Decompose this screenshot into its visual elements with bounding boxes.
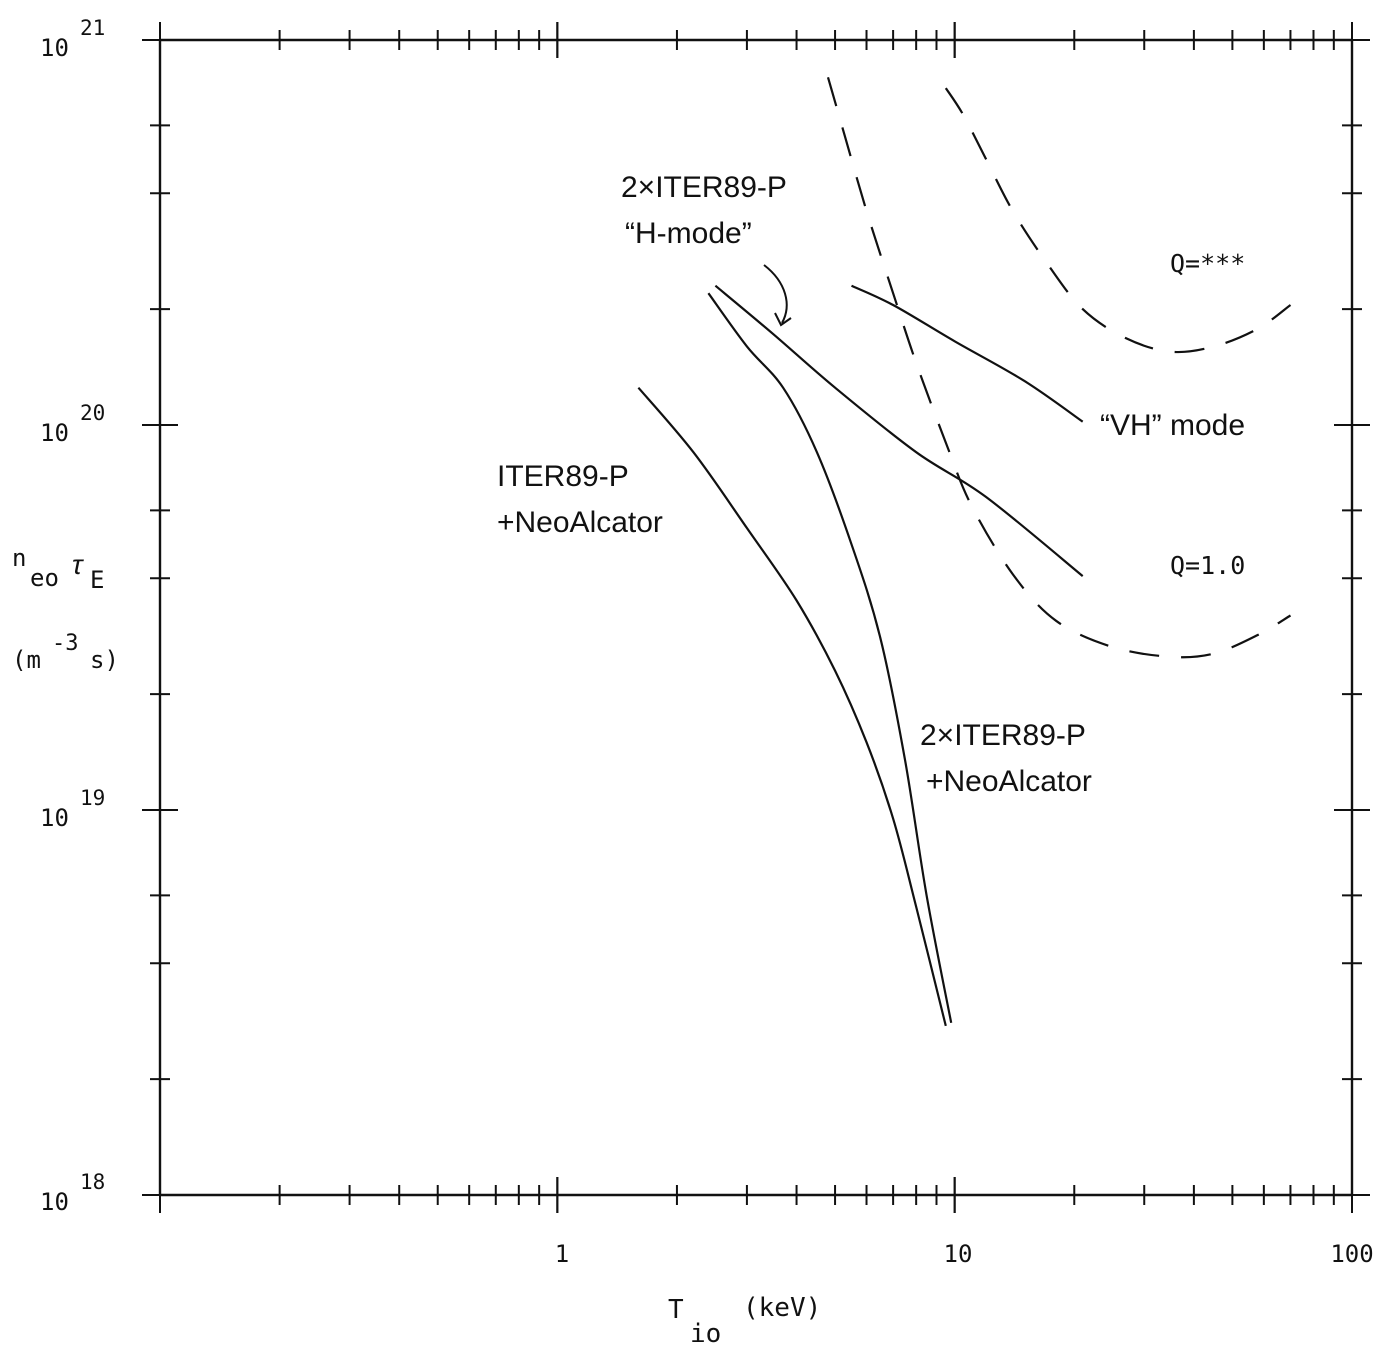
x-axis-label-main: T	[668, 1295, 684, 1325]
series-line-vh-mode	[851, 284, 1084, 423]
y-tick-mantissa: 10	[40, 1188, 69, 1216]
series-lines	[637, 76, 1292, 1027]
series-line-q-1	[826, 76, 1292, 659]
y-tick-label-1e21: 10 21	[40, 16, 105, 62]
annotation-2x-iter89-hmode: 2×ITER89-P “H-mode”	[621, 171, 787, 250]
annotation-vh-mode: “VH” mode	[1100, 409, 1245, 442]
x-tick-label-10: 10	[944, 1240, 973, 1268]
y-axis-label-close: s)	[90, 646, 119, 674]
y-tick-exponent: 21	[80, 16, 105, 40]
x-tick-label-100: 100	[1330, 1240, 1373, 1268]
y-axis-label-tau: τ	[72, 549, 84, 580]
y-axis-label: n eo τ E (m -3 s)	[12, 544, 119, 674]
y-axis-label-tau-sub: E	[90, 566, 104, 594]
annotation-iter89-line1: ITER89-P	[497, 460, 629, 493]
x-axis-label-unit: (keV)	[743, 1293, 821, 1323]
annotation-q-stars: Q=***	[1170, 249, 1245, 278]
series-line-iter89-neoalcator	[637, 386, 947, 1027]
y-axis-label-n-sub: eo	[30, 564, 59, 592]
y-axis-label-sup: -3	[52, 631, 79, 656]
series-line-2x-iter89-neoalcator	[707, 292, 953, 1024]
y-tick-label-1e20: 10 20	[40, 401, 105, 447]
annotation-arrowhead	[774, 312, 792, 327]
x-tick-label-1: 1	[555, 1240, 569, 1268]
y-axis-label-open: (m	[12, 646, 41, 674]
x-axis-label: T io (keV)	[668, 1293, 821, 1349]
series-line-q-stars	[944, 87, 1292, 354]
y-tick-mantissa: 10	[40, 419, 69, 447]
annotation-2x-neo-line2: +NeoAlcator	[926, 765, 1092, 798]
y-tick-exponent: 19	[80, 786, 105, 810]
y-axis-label-n: n	[12, 544, 26, 572]
y-tick-exponent: 20	[80, 401, 105, 425]
annotation-iter89-line2: +NeoAlcator	[497, 506, 663, 539]
annotation-q-one: Q=1.0	[1170, 551, 1245, 580]
annotation-2x-iter89-neoalcator: 2×ITER89-P +NeoAlcator	[920, 719, 1092, 798]
x-axis-label-sub: io	[690, 1319, 721, 1349]
annotation-arrow	[763, 264, 788, 324]
y-tick-label-1e18: 10 18	[40, 1170, 105, 1216]
annotation-2x-h-line2: “H-mode”	[625, 217, 752, 250]
series-line-2x-iter89-hmode	[714, 284, 1084, 577]
annotation-2x-h-line1: 2×ITER89-P	[621, 171, 787, 204]
y-tick-mantissa: 10	[40, 34, 69, 62]
tick-marks	[142, 22, 1370, 1213]
y-tick-exponent: 18	[80, 1170, 105, 1194]
axes	[158, 38, 1354, 1197]
y-tick-mantissa: 10	[40, 804, 69, 832]
annotation-2x-neo-line1: 2×ITER89-P	[920, 719, 1086, 752]
annotation-iter89-neoalcator: ITER89-P +NeoAlcator	[497, 460, 663, 539]
y-tick-label-1e19: 10 19	[40, 786, 105, 832]
